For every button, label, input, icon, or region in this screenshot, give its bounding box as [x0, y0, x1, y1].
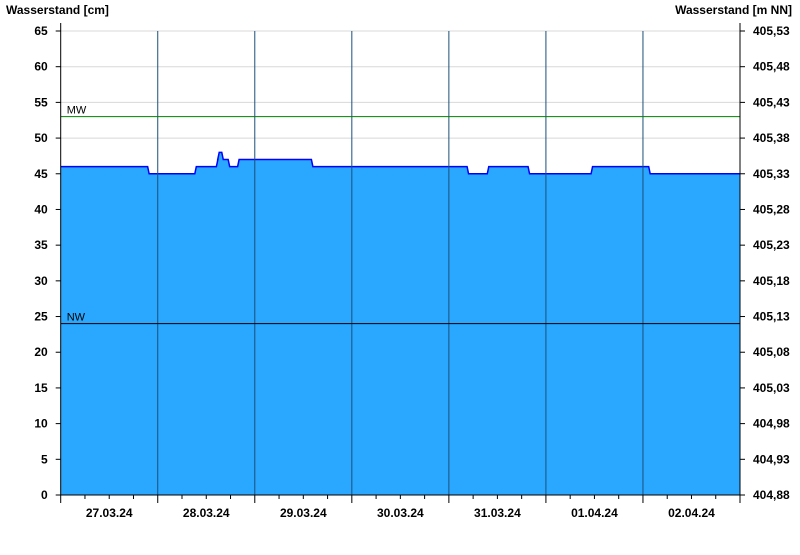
x-tick-label: 30.03.24	[377, 506, 424, 520]
y-tick-label-right: 405,13	[753, 310, 790, 324]
y-tick-label-left: 40	[34, 202, 48, 216]
reference-lines: MW NW	[60, 105, 740, 325]
y-tick-label-left: 10	[34, 417, 48, 431]
y-tick-label-left: 35	[34, 238, 48, 252]
x-tick-label: 29.03.24	[280, 506, 327, 520]
x-tick-label: 27.03.24	[86, 506, 133, 520]
y-tick-label-left: 50	[34, 131, 48, 145]
y-tick-label-right: 405,23	[753, 238, 790, 252]
y-tick-label-right: 405,38	[753, 131, 790, 145]
y-tick-label-left: 55	[34, 95, 48, 109]
y-axis-label-left: Wasserstand [cm]	[6, 3, 109, 17]
reference-label-nw: NW	[67, 312, 86, 324]
y-tick-label-left: 30	[34, 274, 48, 288]
x-tick-label: 31.03.24	[474, 506, 521, 520]
axes: 0 404,88 5 404,93 10 404,98 15 405,03 20 405,08 25…	[34, 23, 790, 520]
y-tick-label-right: 404,98	[753, 417, 790, 431]
y-tick-label-right: 404,93	[753, 452, 790, 466]
x-tick-label: 02.04.24	[668, 506, 715, 520]
y-tick-label-left: 25	[34, 310, 48, 324]
y-tick-label-left: 45	[34, 167, 48, 181]
y-tick-label-right: 405,53	[753, 24, 790, 38]
y-tick-label-left: 20	[34, 345, 48, 359]
y-tick-label-right: 405,33	[753, 167, 790, 181]
y-tick-label-left: 60	[34, 60, 48, 74]
y-tick-label-right: 405,18	[753, 274, 790, 288]
y-tick-label-right: 405,03	[753, 381, 790, 395]
y-tick-label-right: 405,43	[753, 95, 790, 109]
y-tick-label-left: 15	[34, 381, 48, 395]
y-tick-label-right: 405,08	[753, 345, 790, 359]
y-tick-label-right: 405,48	[753, 60, 790, 74]
y-tick-label-left: 65	[34, 24, 48, 38]
y-tick-label-left: 0	[41, 488, 48, 502]
day-lines	[157, 31, 644, 495]
x-tick-label: 28.03.24	[183, 506, 230, 520]
y-axis-label-right: Wasserstand [m NN]	[675, 3, 792, 17]
x-tick-label: 01.04.24	[571, 506, 618, 520]
reference-label-mw: MW	[67, 105, 87, 117]
y-tick-label-left: 5	[41, 452, 48, 466]
series-line	[60, 151, 740, 175]
y-tick-label-right: 404,88	[753, 488, 790, 502]
y-tick-label-right: 405,28	[753, 202, 790, 216]
